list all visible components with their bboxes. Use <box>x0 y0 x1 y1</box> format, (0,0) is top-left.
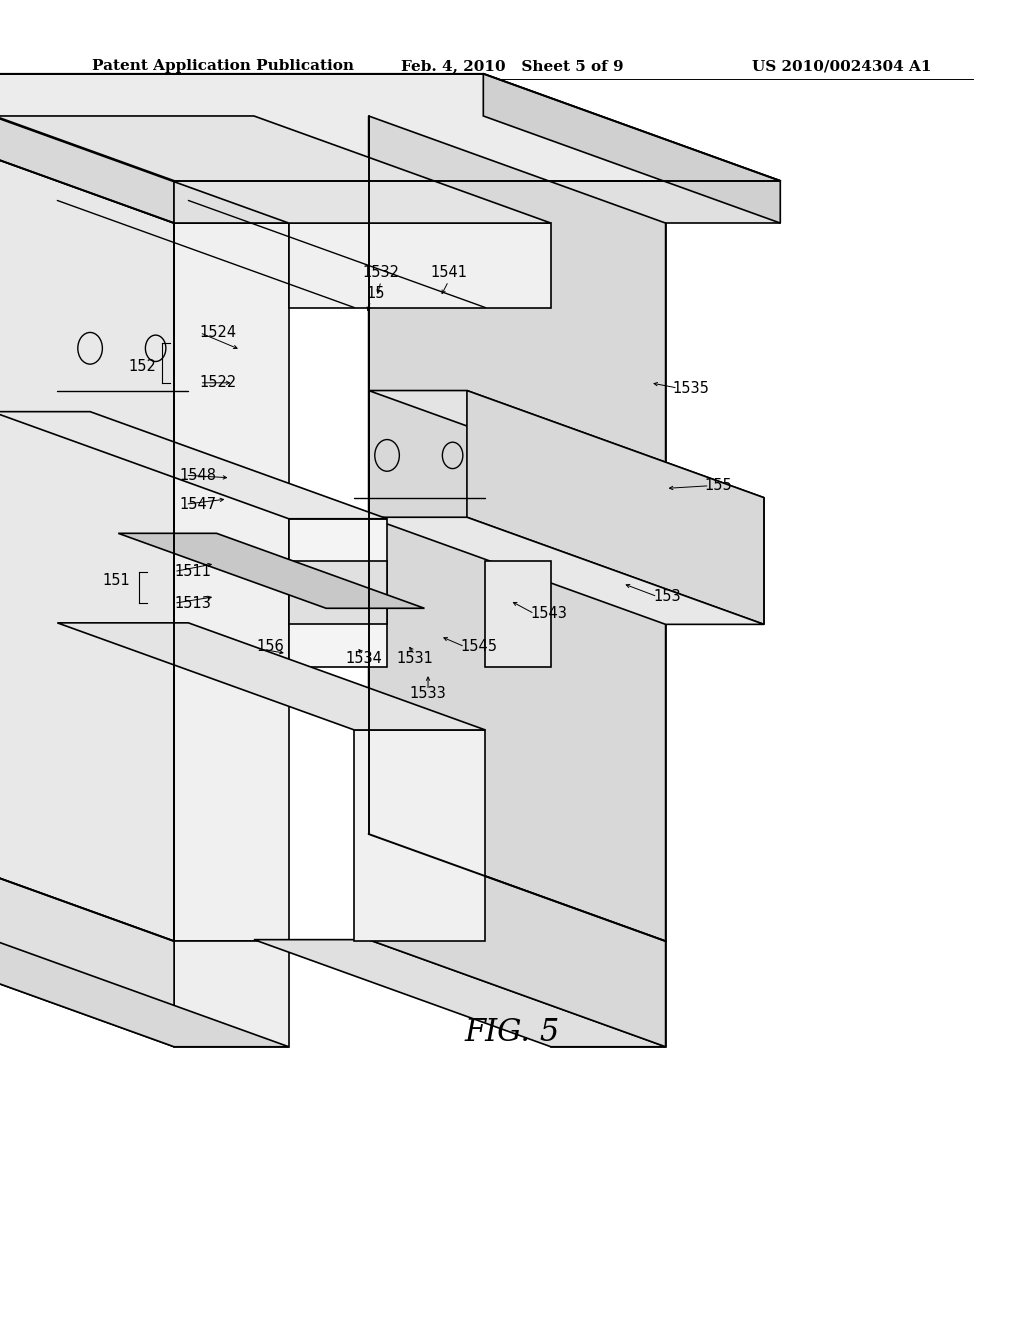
Text: 1533: 1533 <box>410 686 446 701</box>
Text: Feb. 4, 2010   Sheet 5 of 9: Feb. 4, 2010 Sheet 5 of 9 <box>400 59 624 74</box>
Text: 156: 156 <box>256 639 284 655</box>
Polygon shape <box>354 730 485 941</box>
Polygon shape <box>369 116 666 941</box>
Polygon shape <box>666 498 764 624</box>
Polygon shape <box>485 561 551 667</box>
Polygon shape <box>174 223 289 941</box>
Polygon shape <box>0 74 174 223</box>
Text: 153: 153 <box>653 589 681 605</box>
Polygon shape <box>483 74 780 223</box>
Polygon shape <box>289 519 387 667</box>
Text: 1522: 1522 <box>200 375 237 391</box>
Text: 1543: 1543 <box>530 606 567 622</box>
Polygon shape <box>0 116 551 223</box>
Text: 155: 155 <box>705 478 732 494</box>
Text: 1531: 1531 <box>396 651 433 665</box>
Text: 1532: 1532 <box>362 265 399 280</box>
Polygon shape <box>289 561 387 624</box>
Polygon shape <box>551 941 666 1047</box>
Text: 151: 151 <box>102 573 130 589</box>
Polygon shape <box>0 74 780 181</box>
Text: 1541: 1541 <box>430 265 467 280</box>
Text: 1513: 1513 <box>174 595 211 611</box>
Text: 15: 15 <box>367 286 385 301</box>
Polygon shape <box>0 116 174 941</box>
Text: 1545: 1545 <box>461 639 498 655</box>
Text: 152: 152 <box>129 359 157 375</box>
Polygon shape <box>174 941 289 1047</box>
Text: 1534: 1534 <box>345 651 382 665</box>
Polygon shape <box>0 412 387 519</box>
Polygon shape <box>254 940 666 1047</box>
Polygon shape <box>551 223 666 941</box>
Text: 1535: 1535 <box>673 380 710 396</box>
Text: US 2010/0024304 A1: US 2010/0024304 A1 <box>753 59 932 74</box>
Polygon shape <box>0 940 289 1047</box>
Polygon shape <box>289 223 551 308</box>
Polygon shape <box>369 391 764 498</box>
Text: Patent Application Publication: Patent Application Publication <box>92 59 354 74</box>
Polygon shape <box>369 517 764 624</box>
Text: 1548: 1548 <box>179 467 216 483</box>
Polygon shape <box>254 116 666 223</box>
Polygon shape <box>57 623 485 730</box>
Polygon shape <box>174 181 780 223</box>
Text: 1511: 1511 <box>174 564 211 579</box>
Polygon shape <box>0 834 174 1047</box>
Polygon shape <box>467 391 764 624</box>
Polygon shape <box>369 834 666 1047</box>
Text: 1524: 1524 <box>200 325 237 341</box>
Text: FIG. 5: FIG. 5 <box>464 1016 560 1048</box>
Polygon shape <box>0 116 289 223</box>
Text: 1547: 1547 <box>179 496 216 512</box>
Polygon shape <box>118 533 424 609</box>
